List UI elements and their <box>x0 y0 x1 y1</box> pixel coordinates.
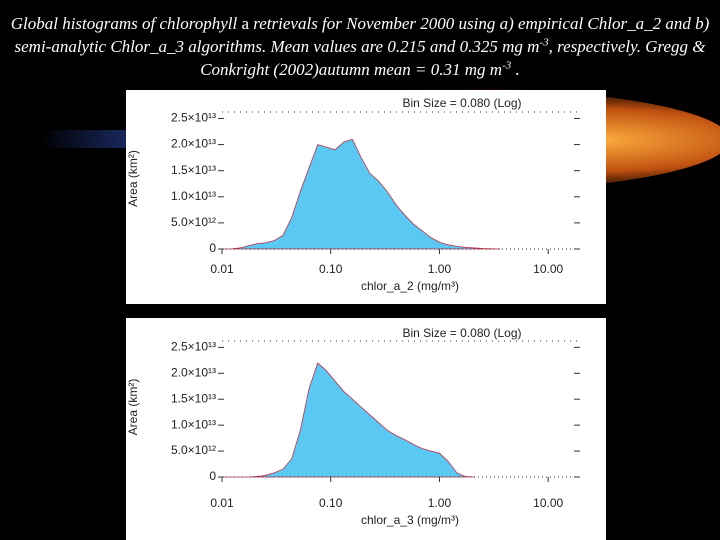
y-tick-label: 1.5×10¹³ <box>171 391 216 405</box>
y-tick-label: 1.0×10¹³ <box>171 189 216 203</box>
chart-title: Bin Size = 0.080 (Log) <box>402 96 521 110</box>
y-tick-label: 2.0×10¹³ <box>171 137 216 151</box>
caption-sup: -3 <box>539 36 549 49</box>
y-tick-label: 5.0×10¹² <box>171 443 216 457</box>
caption-text: a <box>241 14 250 33</box>
y-axis-label: Area (km²) <box>126 150 140 207</box>
swoosh-shadow <box>40 130 130 148</box>
x-tick-label: 10.00 <box>533 496 563 510</box>
y-tick-label: 5.0×10¹² <box>171 215 216 229</box>
x-tick-label: 1.00 <box>428 496 452 510</box>
y-tick-label: 1.0×10¹³ <box>171 417 216 431</box>
x-tick-label: 0.01 <box>210 496 234 510</box>
caption: Global histograms of chlorophyll a retri… <box>10 12 710 81</box>
caption-text: retrievals for November 2000 using a) em… <box>14 14 710 56</box>
histogram-area <box>222 138 501 250</box>
chart-title: Bin Size = 0.080 (Log) <box>402 326 521 340</box>
y-tick-label: 0 <box>209 241 216 255</box>
y-axis-label: Area (km²) <box>126 379 140 436</box>
histogram-area <box>222 362 475 478</box>
y-tick-label: 0 <box>209 469 216 483</box>
caption-sup: -3 <box>502 59 512 72</box>
y-tick-label: 2.0×10¹³ <box>171 365 216 379</box>
x-tick-label: 0.10 <box>319 262 343 276</box>
x-tick-label: 10.00 <box>533 262 563 276</box>
chart-panel: Bin Size = 0.080 (Log) 0 5.0×10¹² 1.0×10¹³ 1… <box>126 318 606 540</box>
caption-text: . <box>511 60 520 79</box>
x-tick-label: 1.00 <box>428 262 452 276</box>
x-axis-label: chlor_a_3 (mg/m³) <box>361 513 459 527</box>
y-tick-label: 2.5×10¹³ <box>171 111 216 125</box>
x-axis-label: chlor_a_2 (mg/m³) <box>361 279 459 293</box>
caption-text: Global histograms of chlorophyll <box>10 14 242 33</box>
y-tick-label: 1.5×10¹³ <box>171 163 216 177</box>
y-tick-label: 2.5×10¹³ <box>171 340 216 354</box>
caption-text: , respectively. Gregg & Conkright (2002)… <box>200 37 706 79</box>
x-tick-label: 0.10 <box>319 496 343 510</box>
x-tick-label: 0.01 <box>210 262 234 276</box>
chart-panel: Bin Size = 0.080 (Log) 0 5.0×10¹² 1.0×10¹³ 1… <box>126 90 606 304</box>
